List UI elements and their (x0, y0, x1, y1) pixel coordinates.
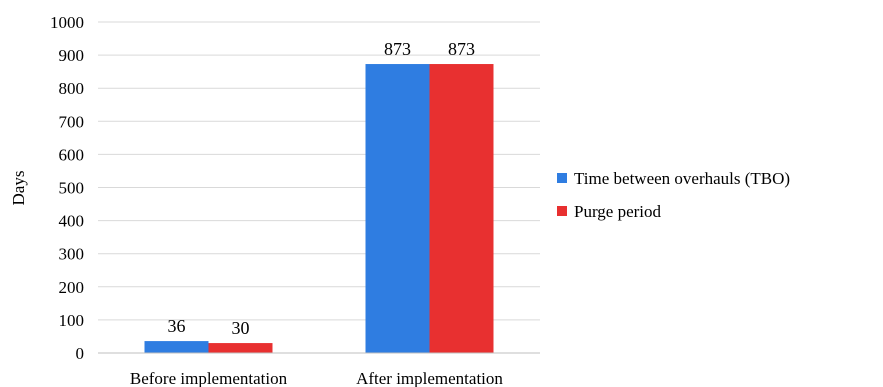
data-labels: 36 30 873 873 (168, 39, 476, 338)
bar (144, 341, 209, 353)
x-axis-categories: Before implementation After implementatio… (130, 369, 504, 387)
legend-swatch (557, 206, 567, 216)
y-tick-label: 100 (59, 311, 85, 330)
legend-label: Purge period (574, 202, 662, 221)
y-tick-label: 0 (76, 344, 85, 363)
data-label: 873 (448, 39, 475, 59)
y-tick-label: 500 (59, 179, 85, 198)
y-tick-label: 900 (59, 46, 85, 65)
legend-swatch (557, 173, 567, 183)
data-label: 30 (232, 318, 250, 338)
y-tick-label: 700 (59, 112, 85, 131)
y-axis-label: Days (9, 171, 28, 206)
y-tick-label: 1000 (50, 13, 84, 32)
bar (208, 343, 273, 353)
bar (429, 64, 494, 354)
y-tick-label: 300 (59, 245, 85, 264)
y-tick-label: 600 (59, 145, 85, 164)
data-label: 873 (384, 39, 411, 59)
y-axis-ticks: 0 100 200 300 400 500 600 700 800 900 1000 (50, 13, 84, 363)
gridlines (98, 21, 540, 321)
x-category-label: After implementation (356, 369, 503, 387)
y-tick-label: 800 (59, 79, 85, 98)
bar (365, 64, 430, 354)
y-tick-label: 200 (59, 278, 85, 297)
legend: Time between overhauls (TBO) Purge period (557, 169, 790, 221)
y-tick-label: 400 (59, 212, 85, 231)
x-category-label: Before implementation (130, 369, 288, 387)
data-label: 36 (168, 316, 186, 336)
bars (144, 64, 494, 354)
legend-label: Time between overhauls (TBO) (574, 169, 790, 188)
